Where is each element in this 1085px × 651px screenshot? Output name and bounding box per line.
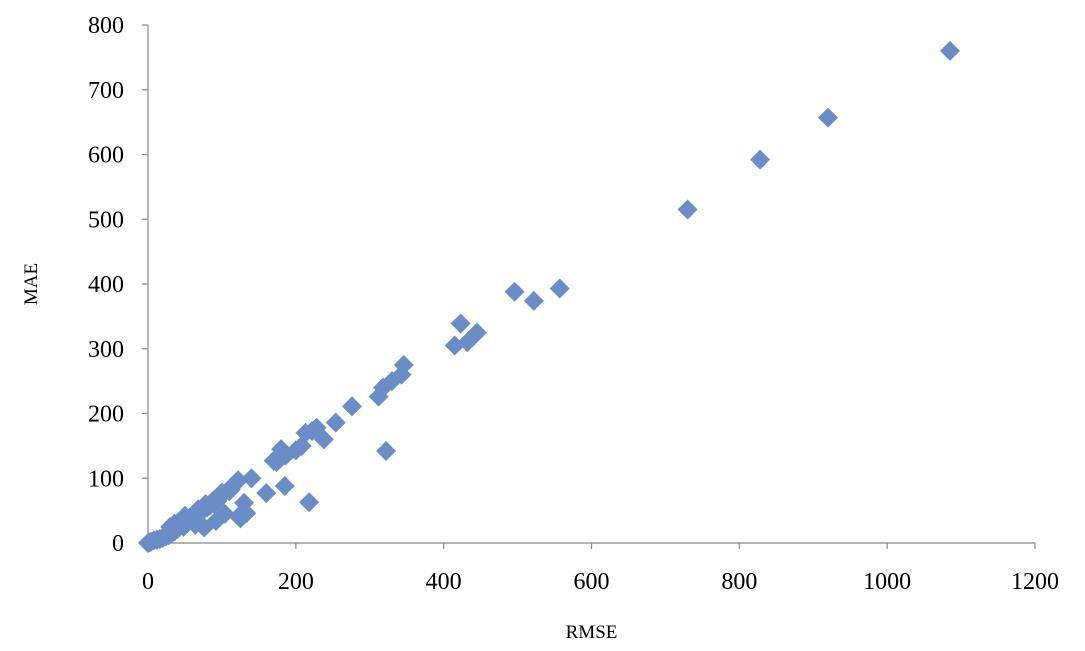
- x-axis-title: RMSE: [566, 622, 618, 643]
- y-tick-label: 100: [88, 466, 124, 492]
- data-point: [342, 396, 363, 417]
- data-point: [189, 500, 210, 521]
- data-point: [504, 281, 525, 302]
- data-point: [204, 494, 225, 515]
- y-tick-label: 500: [88, 207, 124, 233]
- y-tick-label: 0: [112, 531, 124, 557]
- data-point: [256, 483, 277, 504]
- x-tick-label: 800: [721, 569, 757, 595]
- y-axis-title: MAE: [21, 263, 42, 305]
- data-point: [376, 441, 397, 462]
- x-tick-label: 600: [574, 569, 610, 595]
- data-point: [299, 492, 320, 513]
- y-tick-label: 300: [88, 337, 124, 363]
- data-points: [138, 40, 960, 553]
- y-tick-label: 400: [88, 272, 124, 298]
- data-point: [138, 533, 158, 553]
- data-point: [219, 481, 240, 502]
- y-tick-label: 200: [88, 402, 124, 428]
- x-tick-label: 400: [426, 569, 462, 595]
- data-point: [263, 450, 284, 471]
- x-tick-label: 1200: [1011, 569, 1059, 595]
- y-axis: 0 100 200 300 400 500 600 700 800: [88, 13, 149, 557]
- data-point: [368, 386, 389, 407]
- x-axis: 0 200 400 600 800 1000 1200: [142, 542, 1059, 595]
- data-point: [818, 107, 839, 128]
- data-point: [241, 468, 262, 489]
- y-tick-label: 800: [88, 13, 124, 39]
- data-point: [750, 149, 771, 170]
- x-tick-label: 0: [142, 569, 154, 595]
- data-point: [677, 199, 698, 220]
- x-tick-label: 1000: [863, 569, 911, 595]
- data-point: [231, 503, 252, 524]
- data-point: [274, 476, 295, 497]
- data-point: [939, 40, 960, 61]
- y-tick-label: 700: [88, 78, 124, 104]
- data-point: [523, 290, 544, 311]
- data-point: [325, 412, 346, 433]
- data-point: [450, 313, 471, 334]
- y-tick-label: 600: [88, 143, 124, 169]
- x-tick-label: 200: [278, 569, 314, 595]
- data-point: [444, 335, 465, 356]
- data-point: [549, 278, 570, 299]
